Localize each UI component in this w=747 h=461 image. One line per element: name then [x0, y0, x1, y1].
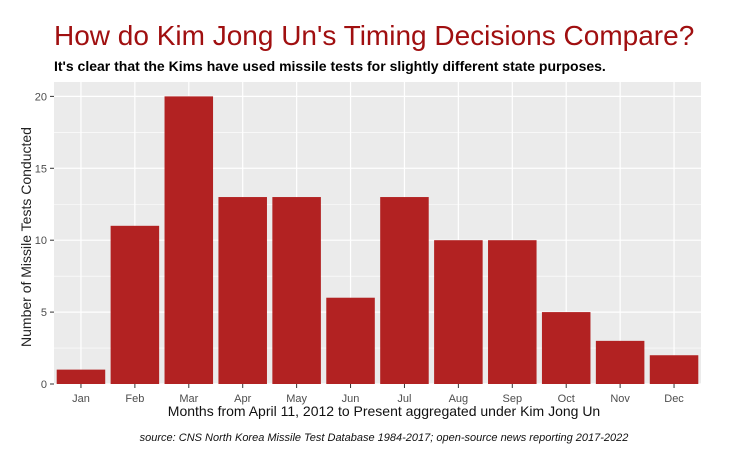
- x-tick-label: May: [286, 393, 307, 405]
- x-tick-label: Aug: [449, 393, 469, 405]
- x-tick-label: Nov: [610, 393, 630, 405]
- bar-jan: [57, 370, 106, 384]
- bar-aug: [434, 240, 483, 384]
- bar-may: [272, 197, 321, 384]
- x-tick-label: Jan: [72, 393, 90, 405]
- bar-mar: [165, 96, 214, 384]
- x-tick-label: Jun: [342, 393, 360, 405]
- bar-feb: [111, 226, 160, 384]
- y-tick-label: 5: [41, 307, 47, 319]
- y-tick-label: 10: [35, 235, 47, 247]
- x-tick-label: Jul: [397, 393, 411, 405]
- bar-jul: [380, 197, 429, 384]
- x-tick-label: Apr: [234, 393, 251, 405]
- x-tick-label: Feb: [125, 393, 144, 405]
- bar-apr: [218, 197, 267, 384]
- bar-dec: [650, 355, 699, 384]
- y-tick-label: 0: [41, 379, 47, 391]
- y-tick-label: 20: [35, 91, 47, 103]
- bar-jun: [326, 298, 375, 384]
- y-tick-label: 15: [35, 163, 47, 175]
- x-tick-label: Dec: [664, 393, 684, 405]
- bar-oct: [542, 312, 591, 384]
- bar-sep: [488, 240, 537, 384]
- bar-nov: [596, 341, 645, 384]
- x-tick-label: Mar: [179, 393, 198, 405]
- x-tick-label: Oct: [558, 393, 575, 405]
- x-tick-label: Sep: [503, 393, 523, 405]
